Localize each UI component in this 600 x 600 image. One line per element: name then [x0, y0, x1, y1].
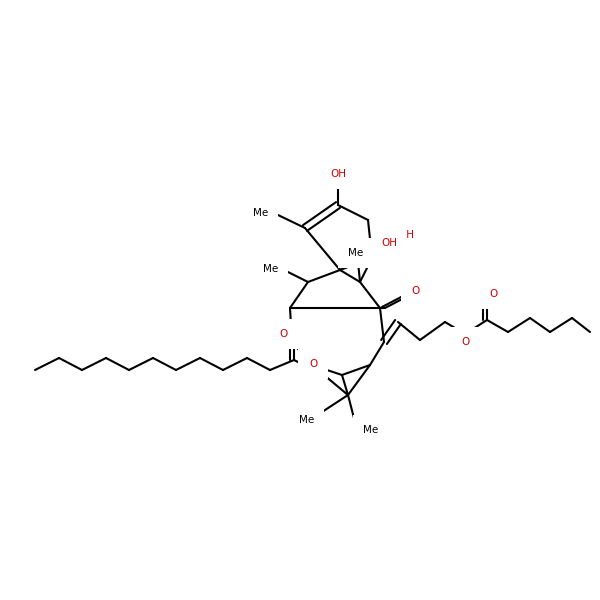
Text: OH: OH [398, 230, 414, 240]
Text: Me: Me [349, 248, 364, 258]
Text: OH: OH [330, 169, 346, 179]
Text: Me: Me [363, 425, 378, 435]
Text: Me: Me [263, 264, 278, 274]
Text: O: O [461, 337, 469, 347]
Text: O: O [309, 359, 317, 369]
Text: O: O [412, 286, 420, 296]
Text: O: O [280, 329, 288, 339]
Text: Me: Me [299, 415, 314, 425]
Text: OH: OH [381, 238, 397, 248]
Text: Me: Me [253, 208, 268, 218]
Text: O: O [489, 289, 497, 299]
